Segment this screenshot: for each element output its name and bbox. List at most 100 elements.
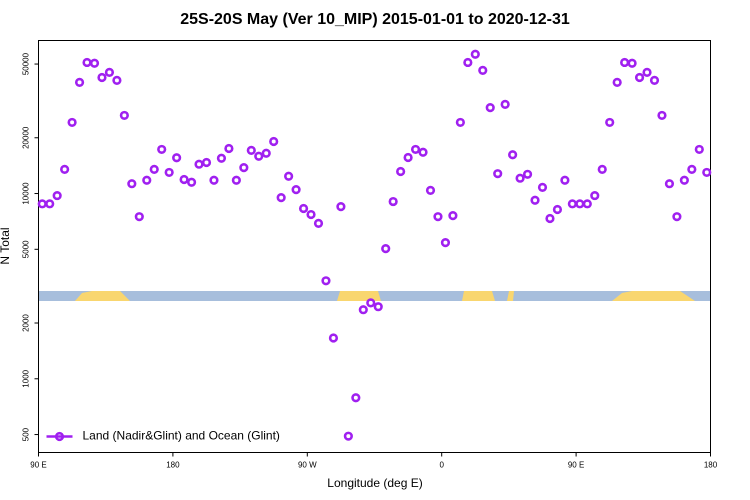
point (261, 148, 271, 158)
point (358, 305, 368, 315)
x-tick-label: 0 (439, 461, 444, 470)
point (433, 212, 443, 222)
point (627, 58, 637, 68)
point (440, 238, 451, 248)
x-tick-label: 180 (704, 461, 718, 470)
x-tick-label: 90 E (30, 461, 46, 470)
point (694, 144, 704, 155)
point (381, 244, 391, 254)
point (493, 169, 503, 179)
point (351, 393, 361, 403)
point (134, 212, 144, 222)
point (418, 147, 428, 157)
point (343, 431, 353, 441)
point (186, 177, 197, 187)
chart-title: 25S-20S May (Ver 10_MIP) 2015-01-01 to 2… (180, 11, 570, 28)
land-band (337, 291, 381, 301)
point (328, 333, 339, 343)
point (119, 110, 129, 121)
point (112, 75, 122, 86)
point (634, 72, 645, 83)
point (89, 58, 100, 68)
x-tick-label: 90 W (298, 461, 317, 470)
point (52, 190, 62, 201)
point (313, 218, 324, 228)
y-tick-label: 5000 (22, 240, 31, 258)
point (306, 209, 316, 220)
legend-marker (54, 431, 65, 442)
y-tick-label: 20000 (22, 126, 31, 149)
point (605, 117, 615, 128)
point (679, 175, 689, 185)
point (687, 164, 697, 174)
point (582, 199, 592, 209)
point (97, 72, 107, 83)
point (276, 193, 286, 203)
point (649, 75, 660, 86)
point (530, 195, 540, 205)
land-band (612, 291, 695, 301)
point (612, 77, 622, 88)
point (336, 202, 346, 212)
point (224, 143, 234, 154)
x-tick-label: 180 (166, 461, 180, 470)
point (425, 185, 436, 195)
point (410, 144, 421, 155)
point (702, 167, 712, 178)
point (545, 213, 555, 224)
surface-band (39, 291, 710, 301)
land-band (75, 291, 130, 301)
point (142, 175, 152, 185)
point (448, 211, 458, 221)
point (104, 67, 115, 77)
point (67, 117, 77, 128)
land-band (462, 291, 495, 301)
point (642, 67, 652, 77)
point (74, 77, 85, 88)
point (657, 110, 667, 121)
point (231, 175, 241, 185)
point (672, 212, 682, 222)
point (560, 175, 570, 185)
point (664, 179, 675, 189)
point (172, 153, 182, 163)
y-axis-label: N Total (0, 227, 12, 264)
y-tick-label: 50000 (22, 52, 31, 75)
point (254, 151, 264, 161)
point (149, 164, 159, 174)
x-axis-label: Longitude (deg E) (327, 476, 422, 490)
point (164, 167, 174, 178)
point (269, 136, 279, 147)
point (478, 65, 488, 76)
point (552, 204, 563, 215)
land-band (507, 291, 514, 301)
point (239, 163, 249, 173)
point (45, 199, 55, 209)
y-tick-label: 500 (22, 427, 31, 441)
point (366, 298, 376, 308)
point (216, 153, 227, 163)
point (515, 173, 525, 183)
point (590, 190, 600, 201)
y-tick-label: 2000 (22, 314, 31, 332)
point (500, 99, 510, 109)
point (321, 276, 331, 286)
point (298, 203, 309, 214)
point (373, 302, 383, 312)
point (470, 49, 480, 59)
y-tick-label: 10000 (22, 182, 31, 205)
point (485, 102, 495, 113)
point (127, 179, 137, 189)
point (179, 174, 189, 185)
point (396, 166, 406, 177)
point (508, 150, 518, 160)
point (597, 164, 607, 174)
point (201, 157, 212, 168)
point (537, 182, 548, 192)
point (284, 171, 294, 181)
point (403, 152, 413, 163)
point (246, 145, 256, 155)
point (209, 175, 219, 185)
